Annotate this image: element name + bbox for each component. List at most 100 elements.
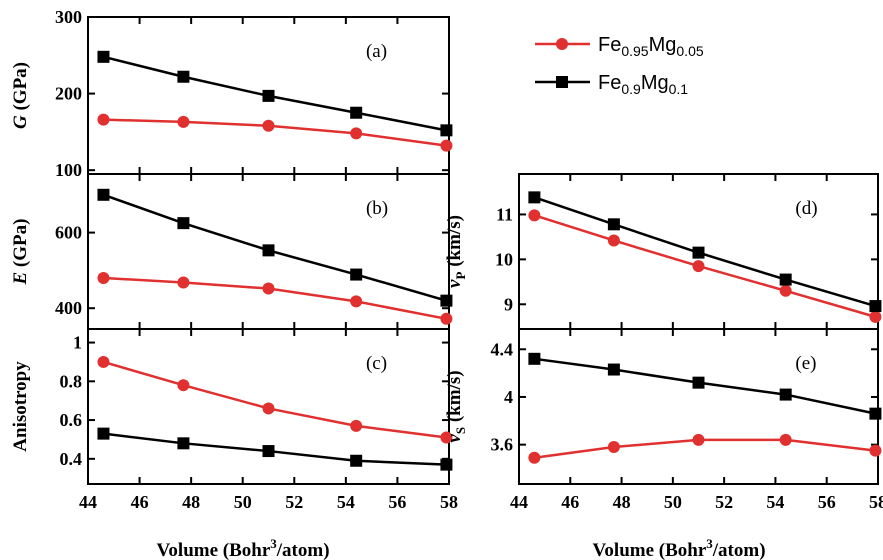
panel-e: 3.6 4 4.4 44 46 48 50 52 54 56 58 (e) vS (km/s) (444, 328, 883, 512)
y-tick-label-c: 0.4 (60, 449, 83, 469)
point-fe095mg005-e (779, 433, 792, 446)
x-tick-label-c: 44 (79, 492, 97, 512)
x-tick-label-c: 56 (388, 492, 406, 512)
point-fe09mg01-c (440, 458, 453, 471)
point-fe095mg005-d (779, 284, 792, 297)
series-line-fe09mg01-e (534, 357, 876, 415)
point-fe095mg005-c (350, 419, 363, 432)
point-fe095mg005-e (869, 444, 882, 457)
point-fe095mg005-a (350, 127, 363, 140)
point-fe09mg01-b (350, 268, 363, 281)
x-tick-label-e: 50 (664, 492, 682, 512)
x-tick-label-e: 52 (715, 492, 733, 512)
y-tick-label-c: 0.8 (60, 371, 83, 391)
point-fe095mg005-b (177, 276, 190, 289)
x-tick-label-e: 44 (510, 492, 528, 512)
panel-tag-c: (c) (366, 353, 387, 374)
series-line-fe095mg005-e (534, 438, 876, 460)
y-tick-label-b: 400 (55, 298, 82, 318)
point-fe095mg005-b (440, 312, 453, 325)
point-fe09mg01-b (440, 294, 453, 307)
point-fe09mg01-a (350, 106, 363, 119)
x-tick-label-e: 48 (613, 492, 631, 512)
point-fe095mg005-e (692, 433, 705, 446)
y-tick-label-d: 10 (495, 249, 513, 269)
y-axis-label-c: Anisotropy (10, 361, 31, 452)
point-fe09mg01-b (97, 188, 110, 201)
point-fe095mg005-a (177, 115, 190, 128)
point-fe09mg01-c (97, 427, 110, 440)
series-line-fe09mg01-d (533, 196, 876, 308)
y-tick-label-b: 600 (55, 223, 82, 243)
panel-b: 400 600 (b) E (GPa) (10, 173, 453, 330)
legend-label-fe09mg01: Fe0.9Mg0.1 (598, 72, 688, 97)
panel-tag-d: (d) (795, 198, 817, 219)
x-tick-label-c: 48 (182, 492, 200, 512)
y-tick-label-e: 3.6 (491, 435, 514, 455)
y-tick-label-e: 4 (504, 387, 513, 407)
point-fe09mg01-d (869, 300, 882, 313)
point-fe095mg005-b (97, 271, 110, 284)
y-tick-label-a: 300 (55, 7, 82, 27)
point-fe095mg005-a (262, 119, 275, 132)
point-fe09mg01-b (262, 244, 275, 257)
point-fe09mg01-e (779, 388, 792, 401)
point-fe095mg005-b (262, 282, 275, 295)
point-fe095mg005-d (869, 310, 882, 323)
y-tick-label-a: 100 (55, 160, 82, 180)
point-fe09mg01-a (177, 70, 190, 83)
point-fe095mg005-e (607, 441, 620, 454)
point-fe095mg005-b (350, 295, 363, 308)
panel-d: 9 10 11 (d) vP (km/s) (444, 173, 882, 330)
point-fe095mg005-a (440, 139, 453, 152)
point-fe09mg01-c (177, 437, 190, 450)
series-line-fe09mg01-a (103, 55, 447, 132)
x-tick-label-c: 46 (131, 492, 149, 512)
panel-tag-e: (e) (795, 353, 816, 374)
point-fe09mg01-c (262, 445, 275, 458)
panel-frame-c (87, 328, 450, 485)
x-tick-label-c: 50 (234, 492, 252, 512)
x-tick-label-c: 58 (440, 492, 458, 512)
point-fe09mg01-d (528, 191, 541, 204)
point-fe09mg01-e (607, 363, 620, 376)
panel-a: 100 200 300 (a) G (GPa) (10, 7, 453, 180)
y-axis-label-d: vP (km/s) (444, 215, 468, 288)
point-fe095mg005-c (97, 355, 110, 368)
series-line-fe095mg005-c (103, 360, 447, 439)
point-fe09mg01-d (692, 246, 705, 259)
x-tick-label-c: 52 (285, 492, 303, 512)
y-axis-label-a: G (GPa) (10, 62, 31, 129)
y-tick-label-a: 200 (55, 84, 82, 104)
x-tick-label-e: 58 (869, 492, 883, 512)
x-tick-label-e: 56 (818, 492, 836, 512)
y-tick-label-d: 9 (504, 294, 513, 314)
point-fe095mg005-d (528, 209, 541, 222)
series-line-fe095mg005-b (103, 276, 447, 321)
point-fe09mg01-a (440, 124, 453, 137)
point-fe09mg01-b (177, 217, 190, 230)
x-axis-label-right: Volume (Bohr3/atom) (592, 536, 765, 560)
legend-marker-fe095mg005 (556, 38, 568, 50)
point-fe095mg005-c (440, 431, 453, 444)
point-fe095mg005-e (528, 451, 541, 464)
x-tick-label-e: 54 (766, 492, 784, 512)
y-axis-label-e: vS (km/s) (444, 370, 468, 442)
point-fe09mg01-d (607, 218, 620, 231)
panel-tag-a: (a) (366, 41, 387, 62)
y-tick-label-c: 1 (73, 333, 82, 353)
y-axis-label-b: E (GPa) (10, 219, 31, 286)
x-tick-label-c: 54 (337, 492, 355, 512)
point-fe095mg005-d (692, 260, 705, 273)
point-fe095mg005-a (97, 113, 110, 126)
y-tick-label-d: 11 (496, 204, 513, 224)
legend: Fe0.95Mg0.05 Fe0.9Mg0.1 (535, 34, 704, 97)
point-fe09mg01-d (779, 273, 792, 286)
legend-marker-fe09mg01 (556, 76, 568, 88)
panel-tag-b: (b) (366, 198, 388, 219)
panel-c: 0.4 0.6 0.8 1 44 46 48 50 52 54 56 58 (c) Anisotropy (10, 328, 458, 512)
series-line-fe09mg01-b (103, 193, 447, 302)
y-tick-label-c: 0.6 (60, 410, 83, 430)
series-line-fe09mg01-c (103, 432, 447, 466)
